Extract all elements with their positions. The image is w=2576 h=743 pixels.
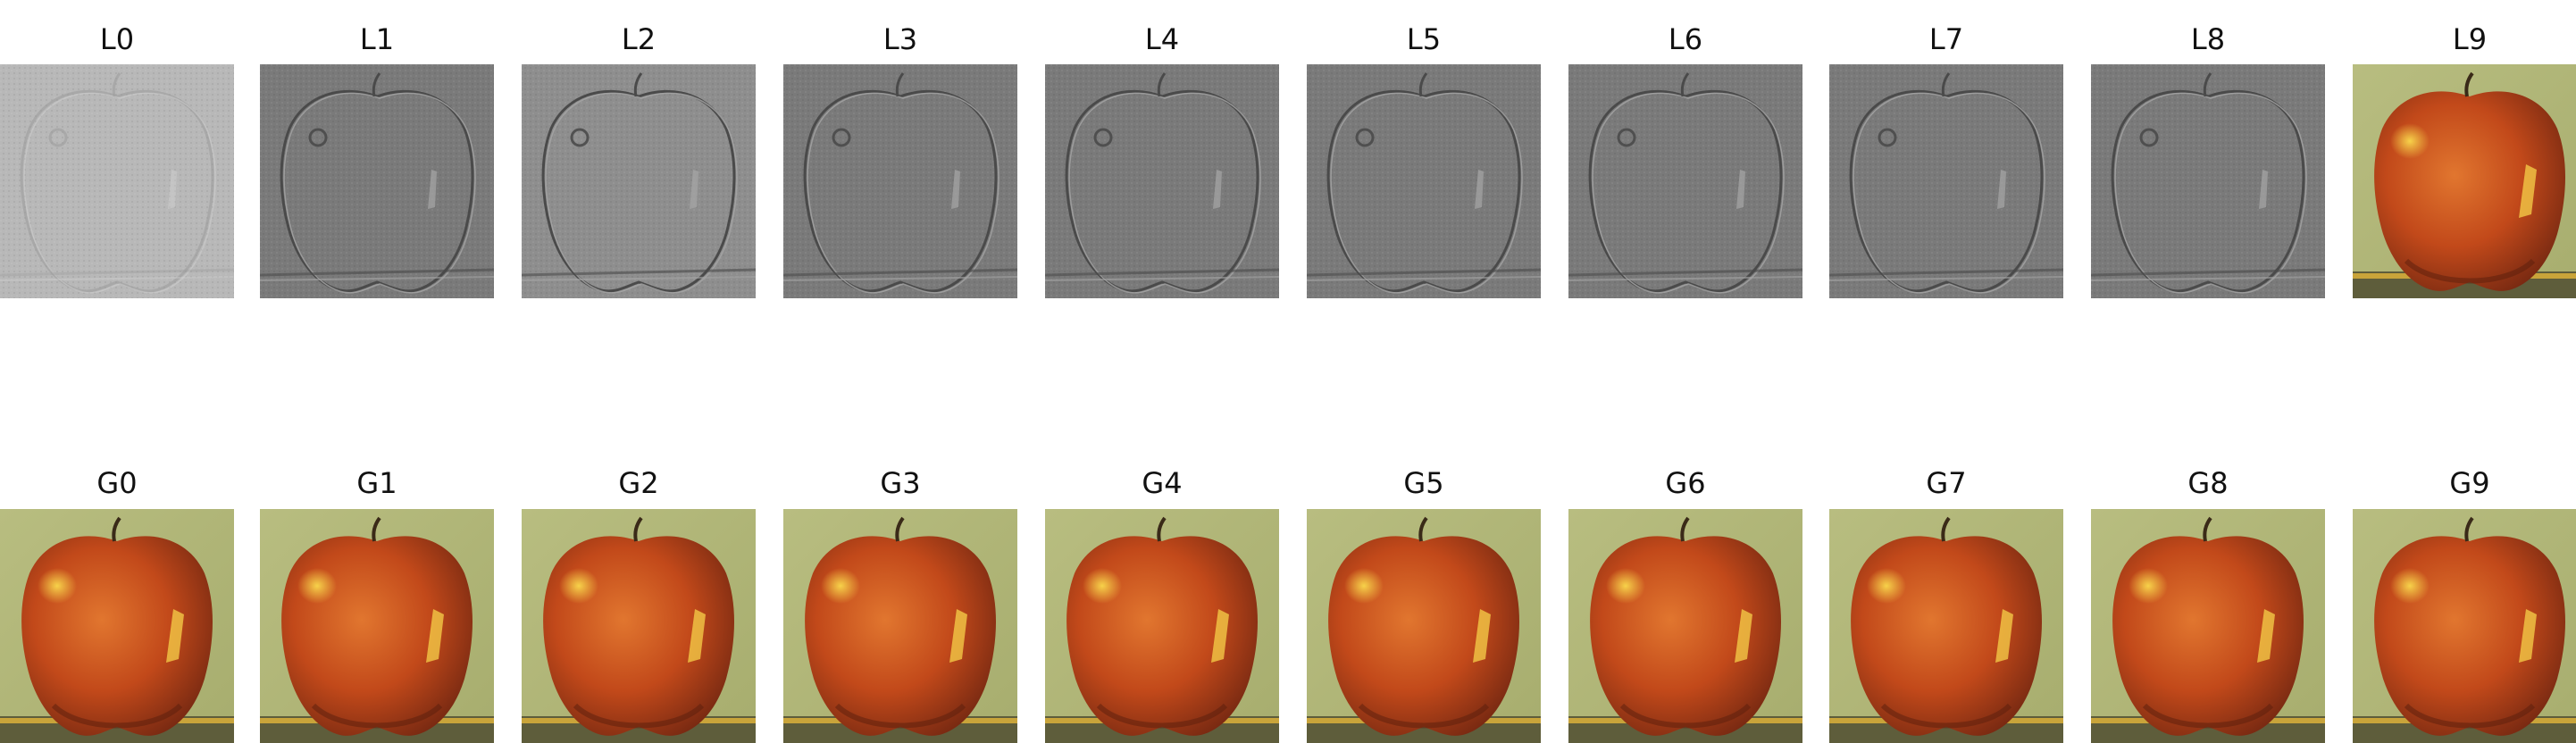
laplacian-level-label: L0: [99, 22, 135, 56]
gaussian-level-label: G0: [96, 466, 138, 500]
gaussian-image-svg: [522, 509, 756, 743]
gaussian-level-label: G8: [2187, 466, 2229, 500]
laplacian-level-image: [0, 64, 234, 298]
gaussian-level-image: [783, 509, 1017, 743]
laplacian-level-image: [2353, 64, 2576, 298]
laplacian-image-svg: [1045, 64, 1279, 298]
laplacian-level-label: L5: [1406, 22, 1442, 56]
laplacian-level-label: L3: [882, 22, 918, 56]
gaussian-level-image: [1568, 509, 1802, 743]
laplacian-level-label: L8: [2190, 22, 2226, 56]
laplacian-image-svg: [783, 64, 1017, 298]
laplacian-image-svg: [2091, 64, 2325, 298]
laplacian-level-label: L9: [2452, 22, 2488, 56]
gaussian-level-label: G3: [880, 466, 921, 500]
gaussian-level-label: G9: [2449, 466, 2490, 500]
laplacian-level-label: L2: [621, 22, 657, 56]
laplacian-level-image: [1307, 64, 1541, 298]
gaussian-image-svg: [1307, 509, 1541, 743]
laplacian-image-svg: [0, 64, 234, 298]
gaussian-level-label: G4: [1142, 466, 1183, 500]
gaussian-level-label: G5: [1403, 466, 1444, 500]
gaussian-level-label: G1: [356, 466, 397, 500]
laplacian-level-image: [783, 64, 1017, 298]
gaussian-level-image: [1307, 509, 1541, 743]
gaussian-level-image: [2091, 509, 2325, 743]
laplacian-image-svg: [260, 64, 494, 298]
laplacian-image-svg: [522, 64, 756, 298]
laplacian-image-svg: [1307, 64, 1541, 298]
gaussian-level-image: [522, 509, 756, 743]
gaussian-image-svg: [0, 509, 234, 743]
gaussian-level-image: [2353, 509, 2576, 743]
gaussian-level-image: [260, 509, 494, 743]
gaussian-image-svg: [1045, 509, 1279, 743]
laplacian-level-image: [260, 64, 494, 298]
gaussian-level-label: G2: [618, 466, 659, 500]
laplacian-level-image: [2091, 64, 2325, 298]
laplacian-level-image: [1829, 64, 2063, 298]
gaussian-image-svg: [2353, 509, 2576, 743]
laplacian-level-image: [1045, 64, 1279, 298]
gaussian-image-svg: [1568, 509, 1802, 743]
gaussian-image-svg: [2091, 509, 2325, 743]
gaussian-level-image: [0, 509, 234, 743]
laplacian-level-label: L7: [1928, 22, 1964, 56]
laplacian-level-image: [1568, 64, 1802, 298]
laplacian-level-image: [522, 64, 756, 298]
gaussian-level-image: [1045, 509, 1279, 743]
gaussian-level-label: G7: [1926, 466, 1967, 500]
gaussian-level-image: [1829, 509, 2063, 743]
laplacian-level-label: L6: [1668, 22, 1703, 56]
gaussian-level-label: G6: [1665, 466, 1706, 500]
laplacian-level-label: L4: [1144, 22, 1180, 56]
laplacian-image-svg: [1568, 64, 1802, 298]
gaussian-image-svg: [1829, 509, 2063, 743]
gaussian-image-svg: [783, 509, 1017, 743]
laplacian-top-image-svg: [2353, 64, 2576, 298]
laplacian-level-label: L1: [359, 22, 395, 56]
laplacian-image-svg: [1829, 64, 2063, 298]
gaussian-image-svg: [260, 509, 494, 743]
